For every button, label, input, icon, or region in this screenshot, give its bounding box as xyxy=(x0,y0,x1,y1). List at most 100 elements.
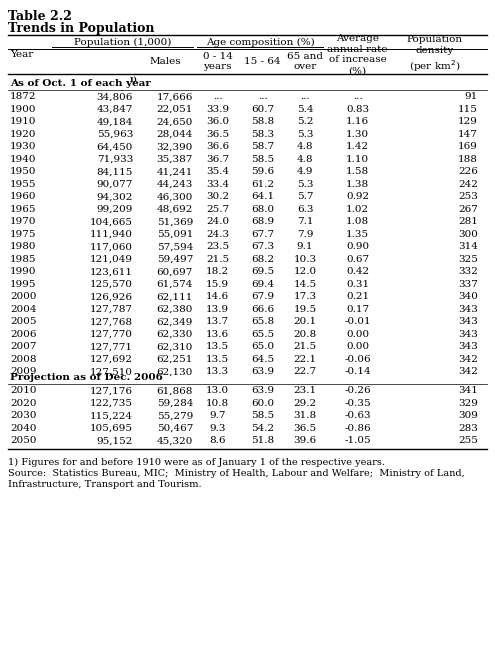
Text: -0.06: -0.06 xyxy=(344,355,371,364)
Text: 129: 129 xyxy=(458,117,478,126)
Text: 22.7: 22.7 xyxy=(294,367,317,377)
Text: 62,380: 62,380 xyxy=(156,305,193,314)
Text: 1950: 1950 xyxy=(10,168,37,176)
Text: 54.2: 54.2 xyxy=(251,424,274,433)
Text: 67.7: 67.7 xyxy=(251,230,274,239)
Text: 58.5: 58.5 xyxy=(251,155,274,164)
Text: As of Oct. 1 of each year: As of Oct. 1 of each year xyxy=(10,80,151,89)
Text: 35.4: 35.4 xyxy=(206,168,229,176)
Text: 48,692: 48,692 xyxy=(156,204,193,214)
Text: 343: 343 xyxy=(458,342,478,351)
Text: 49,184: 49,184 xyxy=(97,117,133,126)
Text: 105,695: 105,695 xyxy=(90,424,133,433)
Text: Population
density
(per km$^2$): Population density (per km$^2$) xyxy=(407,35,463,74)
Text: 71,933: 71,933 xyxy=(97,155,133,164)
Text: 1955: 1955 xyxy=(10,180,37,189)
Text: 127,787: 127,787 xyxy=(90,305,133,314)
Text: 39.6: 39.6 xyxy=(294,436,317,445)
Text: 0.00: 0.00 xyxy=(346,342,369,351)
Text: 115: 115 xyxy=(458,105,478,114)
Text: 2020: 2020 xyxy=(10,399,37,408)
Text: 104,665: 104,665 xyxy=(90,217,133,226)
Text: 0.17: 0.17 xyxy=(346,305,369,314)
Text: 17.3: 17.3 xyxy=(294,292,317,302)
Text: 253: 253 xyxy=(458,192,478,201)
Text: -0.35: -0.35 xyxy=(344,399,371,408)
Text: 36.5: 36.5 xyxy=(294,424,317,433)
Text: 36.0: 36.0 xyxy=(206,117,229,126)
Text: 13.5: 13.5 xyxy=(206,355,229,364)
Text: 8.6: 8.6 xyxy=(209,436,226,445)
Text: 55,279: 55,279 xyxy=(156,411,193,421)
Text: 24,650: 24,650 xyxy=(156,117,193,126)
Text: 1.58: 1.58 xyxy=(346,168,369,176)
Text: 36.5: 36.5 xyxy=(206,130,229,138)
Text: 60.7: 60.7 xyxy=(251,105,274,114)
Text: 325: 325 xyxy=(458,255,478,264)
Text: 60.0: 60.0 xyxy=(251,399,274,408)
Text: 10.3: 10.3 xyxy=(294,255,317,264)
Text: 2009: 2009 xyxy=(10,367,37,377)
Text: 99,209: 99,209 xyxy=(97,204,133,214)
Text: 61,868: 61,868 xyxy=(156,386,193,395)
Text: 14.5: 14.5 xyxy=(294,280,317,289)
Text: 68.9: 68.9 xyxy=(251,217,274,226)
Text: 1.10: 1.10 xyxy=(346,155,369,164)
Text: 267: 267 xyxy=(458,204,478,214)
Text: 22.1: 22.1 xyxy=(294,355,317,364)
Text: -0.86: -0.86 xyxy=(344,424,371,433)
Text: 58.3: 58.3 xyxy=(251,130,274,138)
Text: 55,091: 55,091 xyxy=(156,230,193,239)
Text: 0.31: 0.31 xyxy=(346,280,369,289)
Text: 1975: 1975 xyxy=(10,230,37,239)
Text: 46,300: 46,300 xyxy=(156,192,193,201)
Text: 69.4: 69.4 xyxy=(251,280,274,289)
Text: 22,051: 22,051 xyxy=(156,105,193,114)
Text: 5.4: 5.4 xyxy=(297,105,313,114)
Text: 51,369: 51,369 xyxy=(156,217,193,226)
Text: 13.6: 13.6 xyxy=(206,330,229,339)
Text: 65.8: 65.8 xyxy=(251,317,274,326)
Text: 63.9: 63.9 xyxy=(251,367,274,377)
Text: 1965: 1965 xyxy=(10,204,37,214)
Text: 127,768: 127,768 xyxy=(90,317,133,326)
Text: 1) Figures for and before 1910 were as of January 1 of the respective years.: 1) Figures for and before 1910 were as o… xyxy=(8,458,385,467)
Text: 10.8: 10.8 xyxy=(206,399,229,408)
Text: 94,302: 94,302 xyxy=(97,192,133,201)
Text: 7.1: 7.1 xyxy=(297,217,313,226)
Text: 2050: 2050 xyxy=(10,436,37,445)
Text: 59.6: 59.6 xyxy=(251,168,274,176)
Text: 55,963: 55,963 xyxy=(97,130,133,138)
Text: 62,330: 62,330 xyxy=(156,330,193,339)
Text: 1990: 1990 xyxy=(10,267,37,276)
Text: 314: 314 xyxy=(458,242,478,251)
Text: 0.90: 0.90 xyxy=(346,242,369,251)
Text: 127,770: 127,770 xyxy=(90,330,133,339)
Text: 6.3: 6.3 xyxy=(297,204,313,214)
Text: 332: 332 xyxy=(458,267,478,276)
Text: -0.63: -0.63 xyxy=(344,411,371,421)
Text: 337: 337 xyxy=(458,280,478,289)
Text: 1985: 1985 xyxy=(10,255,37,264)
Text: Trends in Population: Trends in Population xyxy=(8,22,154,35)
Text: 5.7: 5.7 xyxy=(297,192,313,201)
Text: ...: ... xyxy=(257,93,267,101)
Text: 127,771: 127,771 xyxy=(90,342,133,351)
Text: 13.3: 13.3 xyxy=(206,367,229,377)
Text: 68.2: 68.2 xyxy=(251,255,274,264)
Text: 15.9: 15.9 xyxy=(206,280,229,289)
Text: 1970: 1970 xyxy=(10,217,37,226)
Text: Population (1,000): Population (1,000) xyxy=(74,38,171,47)
Text: -0.26: -0.26 xyxy=(344,386,371,395)
Text: 58.5: 58.5 xyxy=(251,411,274,421)
Text: 90,077: 90,077 xyxy=(97,180,133,189)
Text: Average
annual rate
of increase
(%): Average annual rate of increase (%) xyxy=(327,34,388,75)
Text: 2030: 2030 xyxy=(10,411,37,421)
Text: 36.6: 36.6 xyxy=(206,142,229,151)
Text: 9.7: 9.7 xyxy=(209,411,226,421)
Text: 69.5: 69.5 xyxy=(251,267,274,276)
Text: 68.0: 68.0 xyxy=(251,204,274,214)
Text: 30.2: 30.2 xyxy=(206,192,229,201)
Text: 18.2: 18.2 xyxy=(206,267,229,276)
Text: 1872: 1872 xyxy=(10,93,37,101)
